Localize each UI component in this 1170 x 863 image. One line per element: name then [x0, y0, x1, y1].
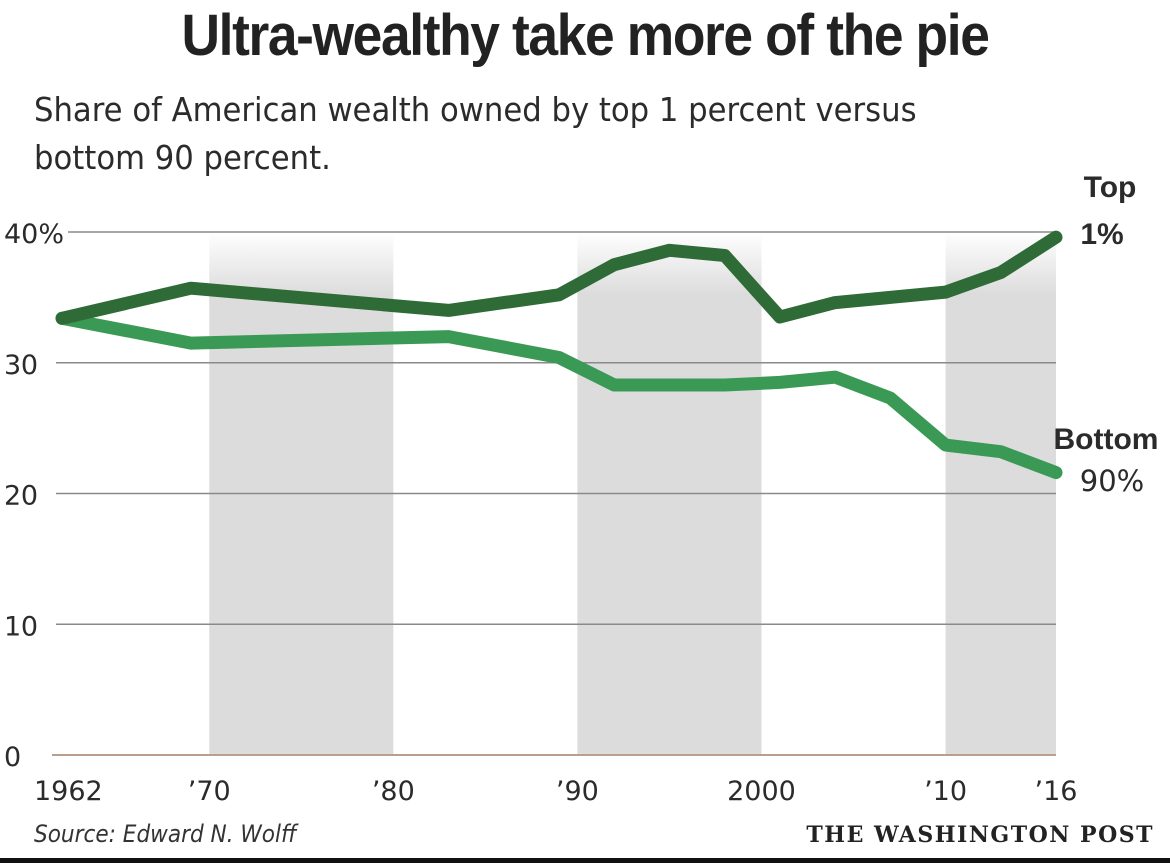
bottom-rule — [0, 858, 1170, 863]
series-label-bottom-90-percent: Bottom — [1054, 423, 1159, 456]
series-label-bottom-90-percent-value: 90% — [1080, 464, 1144, 498]
x-tick-label: ’90 — [556, 776, 599, 807]
x-tick-label: 2000 — [727, 776, 796, 807]
series-direct-labels: Top 1% Bottom 90% — [1054, 171, 1159, 498]
y-tick-label: 40% — [4, 219, 64, 250]
source-note: Source: Edward N. Wolff — [34, 820, 297, 848]
y-tick-label: 20 — [4, 481, 38, 512]
publisher-credit: THE WASHINGTON POST — [806, 822, 1154, 848]
series-lines — [55, 230, 1063, 480]
series-label-top-1-percent-value: 1% — [1080, 218, 1123, 251]
series-label-top-1-percent: Top — [1084, 171, 1137, 204]
x-tick-label: ’80 — [372, 776, 415, 807]
y-tick-label: 0 — [4, 742, 21, 773]
x-tick-label: ’70 — [188, 776, 231, 807]
x-tick-label: ’10 — [924, 776, 967, 807]
y-tick-label: 30 — [4, 350, 38, 381]
x-axis-tick-labels: 1962 ’70 ’80 ’90 2000 ’10 ’16 — [34, 776, 1077, 807]
gridlines — [52, 231, 1056, 756]
chart-subtitle: Share of American wealth owned by top 1 … — [34, 90, 917, 177]
chart-title: Ultra-wealthy take more of the pie — [181, 3, 989, 68]
y-axis-tick-labels: 0 10 20 30 40% — [4, 219, 64, 773]
x-tick-label: 1962 — [34, 776, 103, 807]
x-tick-label: ’16 — [1035, 776, 1078, 807]
y-tick-label: 10 — [4, 611, 38, 642]
